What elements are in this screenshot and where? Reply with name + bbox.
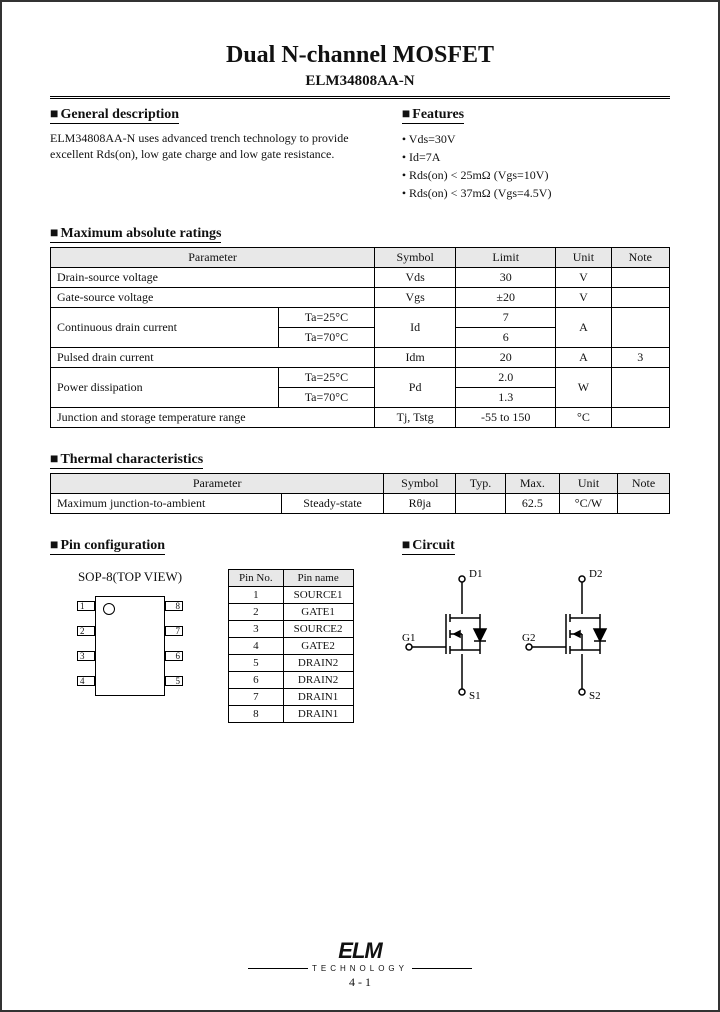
divider [50,96,670,99]
table-row: Pulsed drain current Idm 20 A 3 [51,348,670,368]
feature-item: Id=7A [402,148,670,166]
table-row: 2GATE1 [229,604,354,621]
circuit-heading: Circuit [402,538,455,555]
svg-text:G2: G2 [522,632,535,644]
features-heading: Features [402,107,464,124]
package-drawing: SOP-8(TOP VIEW) 1 2 3 4 8 7 6 5 [50,569,210,701]
svg-text:G1: G1 [402,632,415,644]
thermal-heading: Thermal characteristics [50,452,203,469]
table-row: 4GATE2 [229,638,354,655]
svg-text:S2: S2 [589,690,601,702]
pin-col: Pin configuration SOP-8(TOP VIEW) 1 2 3 … [50,538,372,723]
circuit-col: Circuit [402,538,670,723]
table-row: Junction and storage temperature range T… [51,408,670,428]
max-ratings-heading: Maximum absolute ratings [50,226,221,243]
table-row: Continuous drain current Ta=25°C Id 7 A [51,308,670,328]
intro-row: General description ELM34808AA-N uses ad… [50,107,670,202]
logo-icon: ELM [2,938,718,964]
part-number: ELM34808AA-N [50,73,670,90]
general-text: ELM34808AA-N uses advanced trench techno… [50,130,372,162]
table-row: 5DRAIN2 [229,655,354,672]
table-row: 7DRAIN1 [229,689,354,706]
col-symbol: Symbol [375,248,456,268]
table-header: Parameter Symbol Typ. Max. Unit Note [51,474,670,494]
datasheet-page: Dual N-channel MOSFET ELM34808AA-N Gener… [0,0,720,1012]
footer: ELM TECHNOLOGY 4 - 1 [2,938,718,990]
pin-content: SOP-8(TOP VIEW) 1 2 3 4 8 7 6 5 [50,569,372,723]
table-row: 6DRAIN2 [229,672,354,689]
feature-item: Vds=30V [402,130,670,148]
circuit-diagram-icon: D1 D2 G1 G2 S1 S2 [402,559,662,719]
general-heading: General description [50,107,179,124]
table-row: Gate-source voltage Vgs ±20 V [51,288,670,308]
pin-circuit-row: Pin configuration SOP-8(TOP VIEW) 1 2 3 … [50,538,670,723]
logo-sub: TECHNOLOGY [312,964,408,973]
features-col: Features Vds=30V Id=7A Rds(on) < 25mΩ (V… [402,107,670,202]
pin-table: Pin No. Pin name 1SOURCE1 2GATE1 3SOURCE… [228,569,354,723]
table-row: 8DRAIN1 [229,706,354,723]
features-list: Vds=30V Id=7A Rds(on) < 25mΩ (Vgs=10V) R… [402,130,670,202]
feature-item: Rds(on) < 37mΩ (Vgs=4.5V) [402,184,670,202]
table-row: Power dissipation Ta=25°C Pd 2.0 W [51,368,670,388]
table-row: Maximum junction-to-ambient Steady-state… [51,494,670,514]
svg-text:D1: D1 [469,568,482,580]
col-unit: Unit [556,248,611,268]
max-ratings-table: Parameter Symbol Limit Unit Note Drain-s… [50,247,670,428]
table-row: Drain-source voltage Vds 30 V [51,268,670,288]
feature-item: Rds(on) < 25mΩ (Vgs=10V) [402,166,670,184]
table-header: Pin No. Pin name [229,570,354,587]
table-row: 3SOURCE2 [229,621,354,638]
general-col: General description ELM34808AA-N uses ad… [50,107,372,202]
col-note: Note [611,248,669,268]
logo-sub-line: TECHNOLOGY [2,964,718,973]
thermal-block: Thermal characteristics Parameter Symbol… [50,452,670,514]
package-label: SOP-8(TOP VIEW) [50,569,210,585]
page-title: Dual N-channel MOSFET [50,42,670,69]
svg-text:S1: S1 [469,690,481,702]
table-header: Parameter Symbol Limit Unit Note [51,248,670,268]
svg-text:D2: D2 [589,568,602,580]
col-limit: Limit [456,248,556,268]
table-row: 1SOURCE1 [229,587,354,604]
page-number: 4 - 1 [2,975,718,990]
col-parameter: Parameter [51,248,375,268]
thermal-table: Parameter Symbol Typ. Max. Unit Note Max… [50,473,670,514]
max-ratings-block: Maximum absolute ratings Parameter Symbo… [50,226,670,428]
pin-heading: Pin configuration [50,538,165,555]
sop8-icon: 1 2 3 4 8 7 6 5 [70,591,190,701]
